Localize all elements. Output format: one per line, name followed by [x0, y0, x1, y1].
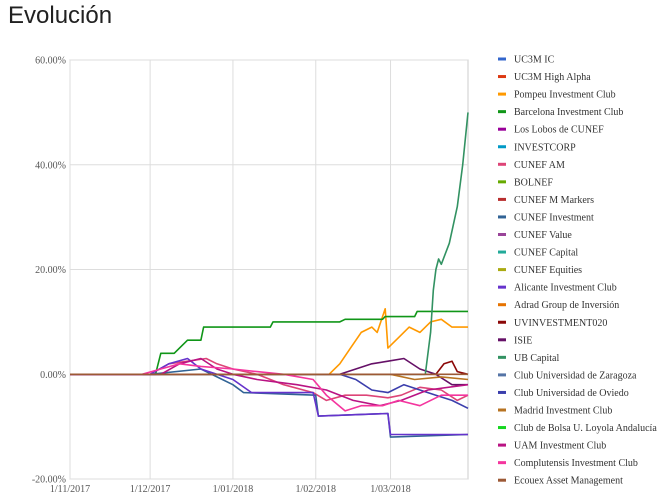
legend-label: Alicante Investment Club [514, 283, 617, 294]
legend-label: CUNEF Equities [514, 265, 582, 276]
y-tick-label: 20.00% [35, 265, 66, 276]
series-line [70, 362, 468, 412]
y-tick-label: 0.00% [40, 370, 66, 381]
legend-label: INVESTCORP [514, 142, 576, 153]
y-axis-ticks: -20.00% 0.00% 20.00% 40.00% 60.00% [32, 56, 66, 486]
legend-label: Club de Bolsa U. Loyola Andalucía [514, 423, 657, 434]
legend-label: CUNEF Capital [514, 248, 578, 259]
series-line [70, 357, 468, 386]
legend-label: UAM Investment Club [514, 441, 606, 452]
x-tick-label: 1/11/2017 [50, 484, 90, 495]
legend-label: Ecouex Asset Management [514, 476, 623, 487]
legend-swatch [498, 197, 506, 201]
legend-swatch [498, 443, 506, 447]
legend-label: Club Universidad de Oviedo [514, 388, 629, 399]
legend-swatch [498, 162, 506, 166]
legend-swatch [498, 390, 506, 394]
series-line [70, 310, 468, 376]
series-line [70, 307, 468, 376]
x-tick-label: 1/03/2018 [370, 484, 411, 495]
legend-label: UB Capital [514, 353, 559, 364]
legend-swatch [498, 92, 506, 96]
legend-swatch [498, 233, 506, 236]
x-tick-label: 1/12/2017 [130, 484, 171, 495]
legend-label: Pompeu Investment Club [514, 90, 616, 101]
legend-swatch [498, 127, 506, 131]
legend-label: Los Lobos de CUNEF [514, 125, 604, 136]
chart-legend: UC3M IC UC3M High Alpha Pompeu Investment … [498, 55, 657, 487]
legend-swatch [498, 110, 506, 114]
legend-swatch [498, 75, 506, 79]
legend-swatch [498, 478, 506, 482]
series-line [70, 357, 469, 407]
legend-swatch [498, 373, 506, 377]
legend-swatch [498, 180, 506, 184]
legend-label: UC3M IC [514, 55, 555, 66]
legend-label: Complutensis Investment Club [514, 458, 638, 469]
legend-label: BOLNEF [514, 177, 553, 188]
chart-grid [69, 59, 469, 480]
y-tick-label: 60.00% [35, 56, 66, 67]
page-title: Evolución [8, 2, 113, 29]
legend-label: CUNEF Investment [514, 212, 594, 223]
legend-label: Club Universidad de Zaragoza [514, 370, 637, 381]
chart-series [70, 112, 469, 438]
legend-label: UC3M High Alpha [514, 72, 591, 83]
legend-swatch [498, 215, 506, 219]
series-line [70, 373, 469, 410]
legend-swatch [498, 461, 506, 465]
y-tick-label: -20.00% [32, 475, 66, 486]
legend-swatch [498, 268, 506, 272]
legend-label: CUNEF AM [514, 160, 565, 171]
legend-label: Madrid Investment Club [514, 406, 612, 417]
legend-swatch [498, 285, 506, 289]
legend-swatch [498, 57, 506, 61]
legend-swatch [498, 408, 506, 412]
legend-label: ISIE [514, 335, 532, 346]
legend-label: Barcelona Investment Club [514, 107, 623, 118]
legend-swatch [498, 320, 506, 324]
legend-swatch [498, 338, 506, 342]
legend-swatch [498, 303, 506, 307]
legend-label: CUNEF M Markers [514, 195, 594, 206]
legend-label: CUNEF Value [514, 230, 572, 241]
x-tick-label: 1/02/2018 [295, 484, 336, 495]
y-tick-label: 40.00% [35, 160, 66, 171]
x-axis-ticks: 1/11/2017 1/12/2017 1/01/2018 1/02/2018 1/03… [50, 484, 411, 495]
x-tick-label: 1/01/2018 [213, 484, 254, 495]
legend-label: Adrad Group de Inversión [514, 300, 619, 311]
legend-swatch [498, 355, 506, 359]
series-line [70, 112, 469, 376]
series-line [70, 357, 468, 436]
legend-swatch [498, 426, 506, 430]
legend-swatch [498, 145, 506, 149]
legend-label: UVINVESTMENT020 [514, 318, 607, 329]
legend-swatch [498, 250, 506, 254]
